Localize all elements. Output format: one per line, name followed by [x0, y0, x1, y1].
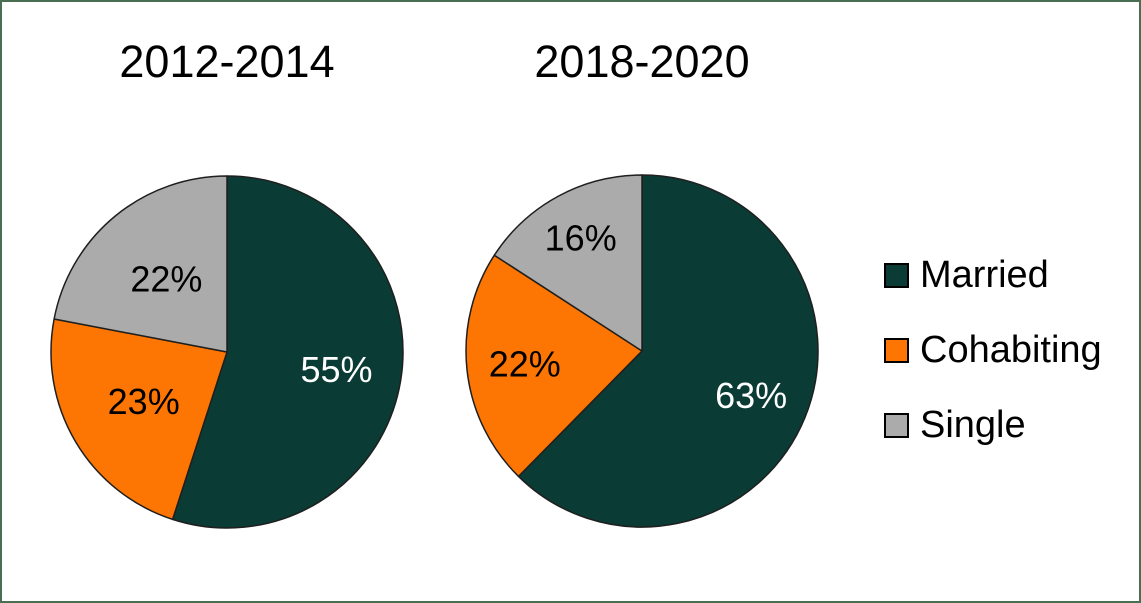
pie-slice-cohabiting	[50, 318, 228, 521]
pie-slice-label-married: 55%	[300, 349, 372, 390]
legend-label-single: Single	[920, 404, 1026, 446]
pie-slice-married	[517, 174, 819, 528]
pie-slice-married	[171, 175, 404, 529]
legend-label-married: Married	[920, 254, 1049, 296]
chart-title-2012-2014: 2012-2014	[119, 36, 335, 87]
legend-swatch-cohabiting-icon	[884, 338, 909, 363]
legend-swatch-married-icon	[884, 263, 909, 288]
pie-slice-single	[53, 175, 228, 353]
pie-slice-single	[493, 174, 643, 352]
pie-slice-label-cohabiting: 22%	[489, 343, 561, 384]
legend-item-married: Married	[884, 238, 1102, 313]
pie-slice-label-single: 16%	[545, 218, 617, 259]
chart-title-2018-2020: 2018-2020	[534, 36, 750, 87]
pie-chart-2018-2020: 63% 22% 16%	[462, 171, 822, 531]
legend-label-cohabiting: Cohabiting	[920, 329, 1102, 371]
pie-slice-label-single: 22%	[130, 258, 202, 299]
pie-slice-label-married: 63%	[715, 375, 787, 416]
legend-swatch-single-icon	[884, 413, 909, 438]
pie-slice-cohabiting	[465, 254, 643, 478]
legend-item-cohabiting: Cohabiting	[884, 313, 1102, 388]
legend: Married Cohabiting Single	[884, 238, 1102, 463]
legend-item-single: Single	[884, 388, 1102, 463]
pie-chart-2012-2014: 55% 23% 22%	[47, 172, 407, 532]
pie-slice-label-cohabiting: 23%	[108, 381, 180, 422]
